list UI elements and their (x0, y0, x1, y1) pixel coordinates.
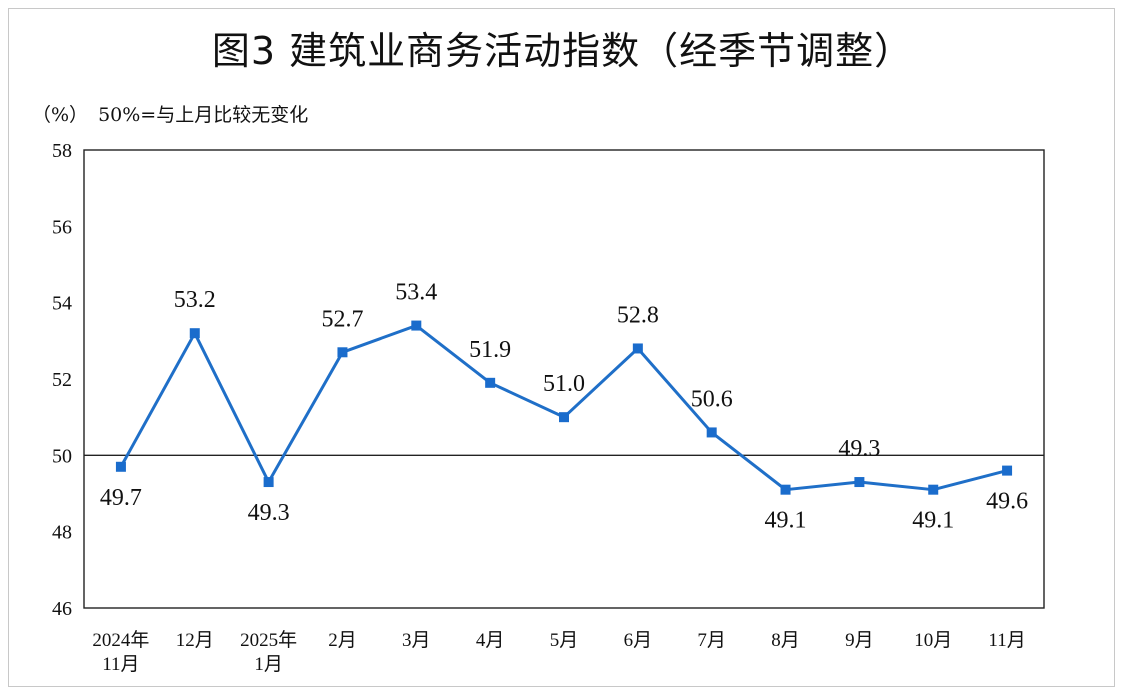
y-tick-label: 58 (52, 140, 72, 162)
chart-note: （%） 50%=与上月比较无变化 (32, 100, 308, 127)
data-point (485, 377, 496, 388)
x-tick-label: 4月 (476, 630, 505, 651)
x-tick-label: 11月 (988, 630, 1025, 651)
reference-note: 50%=与上月比较无变化 (98, 104, 309, 126)
data-point (189, 328, 200, 339)
data-label: 52.8 (617, 302, 659, 328)
data-point (337, 347, 348, 358)
x-tick-label: 2025年 (240, 629, 297, 651)
data-point (780, 484, 791, 495)
data-label: 53.2 (174, 287, 216, 313)
data-point (263, 477, 274, 488)
data-label: 50.6 (691, 386, 733, 412)
data-label: 49.6 (986, 489, 1028, 515)
data-label: 49.3 (248, 500, 290, 526)
x-tick-label: 8月 (771, 630, 800, 651)
y-tick-label: 48 (52, 522, 72, 544)
data-point (706, 427, 717, 438)
x-tick-label: 3月 (402, 630, 431, 651)
x-tick-label: 2月 (328, 630, 357, 651)
data-label: 49.1 (912, 508, 954, 534)
x-tick-label: 10月 (914, 630, 952, 651)
x-tick-label: 5月 (550, 630, 579, 651)
y-tick-label: 46 (52, 598, 72, 620)
data-label: 53.4 (395, 280, 437, 306)
x-tick-label: 11月 (102, 654, 139, 675)
x-tick-label: 6月 (624, 630, 653, 651)
series-line (119, 324, 1008, 492)
data-label: 49.1 (765, 508, 807, 534)
y-unit-label: （%） (32, 104, 89, 126)
chart-frame (8, 8, 1115, 687)
y-tick-label: 52 (52, 369, 72, 391)
data-label: 52.7 (321, 306, 363, 332)
data-point (632, 343, 643, 354)
plot-area (83, 149, 1045, 609)
data-label: 51.9 (469, 337, 511, 363)
data-point (1002, 465, 1013, 476)
data-label: 51.0 (543, 371, 585, 397)
data-point (854, 477, 865, 488)
data-point (559, 412, 569, 423)
chart-title: 图3 建筑业商务活动指数（经季节调整） (211, 29, 914, 73)
data-label: 49.3 (838, 436, 880, 462)
data-label: 49.7 (100, 485, 142, 511)
x-tick-label: 12月 (176, 630, 214, 651)
data-point (928, 484, 939, 495)
y-tick-label: 54 (52, 293, 72, 315)
y-tick-label: 56 (52, 216, 72, 238)
x-tick-label: 9月 (845, 630, 874, 651)
x-tick-label: 1月 (254, 654, 283, 675)
x-tick-label: 2024年 (92, 629, 149, 651)
data-point (115, 461, 126, 472)
x-tick-label: 7月 (697, 630, 726, 651)
y-tick-label: 50 (52, 445, 72, 467)
data-point (411, 320, 422, 331)
